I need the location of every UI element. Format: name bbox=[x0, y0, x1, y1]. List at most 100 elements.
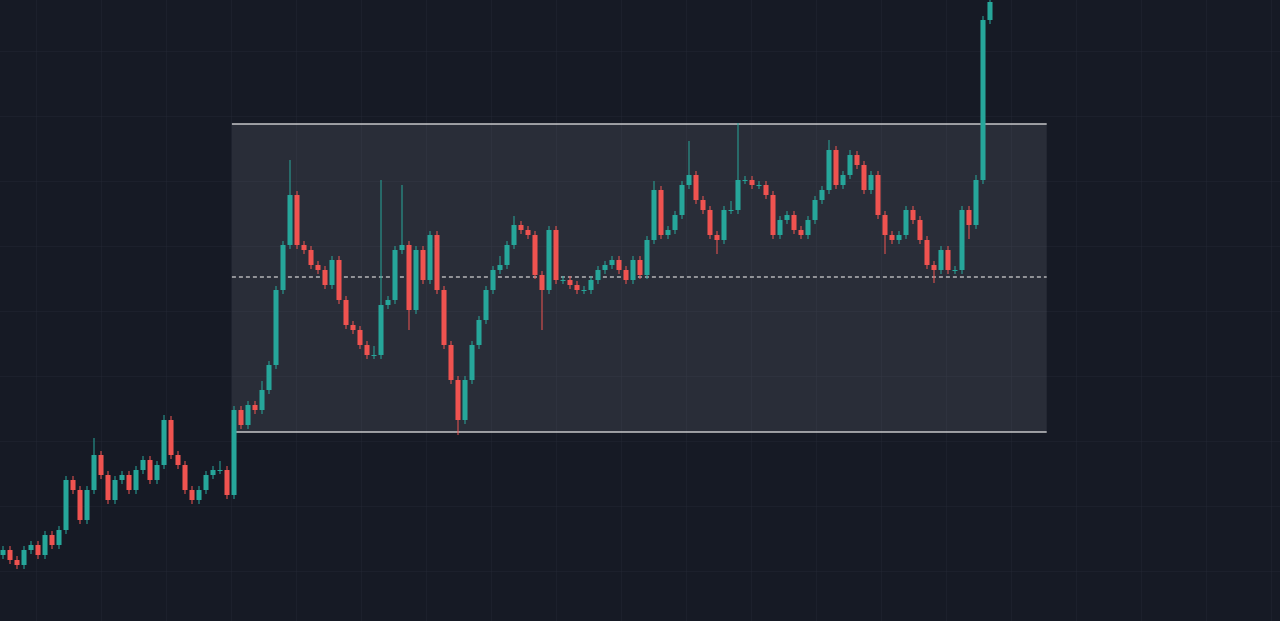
candle-body bbox=[210, 470, 216, 475]
candle-body bbox=[595, 270, 601, 280]
candle-body bbox=[294, 195, 300, 245]
candle-body bbox=[329, 260, 335, 285]
candle-body bbox=[721, 210, 727, 240]
candle-body bbox=[266, 365, 272, 390]
candle-body bbox=[686, 175, 692, 185]
candle-body bbox=[574, 285, 580, 290]
candle-body bbox=[532, 235, 538, 275]
candle-body bbox=[805, 220, 811, 235]
candle-body bbox=[259, 390, 265, 410]
candle-body bbox=[798, 230, 804, 235]
candle-body bbox=[735, 180, 741, 210]
candle-body bbox=[511, 225, 517, 245]
candle-body bbox=[987, 2, 993, 20]
candle-body bbox=[301, 245, 307, 250]
candle-body bbox=[56, 530, 62, 545]
candle-body bbox=[203, 475, 209, 490]
candle-body bbox=[77, 490, 83, 520]
candle-body bbox=[238, 410, 244, 425]
candle-body bbox=[546, 230, 552, 290]
candle-body bbox=[196, 490, 202, 500]
candle-body bbox=[826, 150, 832, 190]
candle-body bbox=[105, 475, 111, 500]
candle-body bbox=[154, 465, 160, 480]
candle-body bbox=[924, 240, 930, 265]
range-box bbox=[231, 124, 1047, 432]
candle-body bbox=[910, 210, 916, 220]
candle-body bbox=[490, 270, 496, 290]
candle-body bbox=[308, 250, 314, 265]
candle-body bbox=[588, 280, 594, 290]
candle-body bbox=[133, 470, 139, 490]
candle-body bbox=[637, 260, 643, 275]
candle-body bbox=[231, 410, 237, 495]
candle-body bbox=[28, 545, 34, 550]
candle-body bbox=[441, 290, 447, 345]
candle-body bbox=[182, 465, 188, 490]
candle-body bbox=[679, 185, 685, 215]
candle-body bbox=[448, 345, 454, 380]
candle-body bbox=[770, 195, 776, 235]
candle-body bbox=[84, 490, 90, 520]
candle-body bbox=[651, 190, 657, 240]
candle-body bbox=[280, 245, 286, 290]
candle-body bbox=[315, 265, 321, 270]
candle-body bbox=[791, 215, 797, 230]
candle-body bbox=[378, 305, 384, 355]
candle-body bbox=[497, 265, 503, 270]
candle-body bbox=[784, 215, 790, 220]
candle-body bbox=[812, 200, 818, 220]
candle-body bbox=[357, 330, 363, 345]
candle-body bbox=[350, 325, 356, 330]
candle-body bbox=[707, 210, 713, 235]
candle-body bbox=[175, 455, 181, 465]
candle-body bbox=[252, 405, 258, 410]
candle-body bbox=[630, 260, 636, 280]
candle-body bbox=[763, 185, 769, 195]
candle-body bbox=[973, 180, 979, 225]
candle-body bbox=[406, 245, 412, 310]
candle-body bbox=[343, 300, 349, 325]
candle-body bbox=[63, 480, 69, 530]
candle-body bbox=[476, 320, 482, 345]
candle-body bbox=[777, 220, 783, 235]
candle-body bbox=[518, 225, 524, 230]
candle-body bbox=[952, 270, 958, 271]
candle-body bbox=[385, 300, 391, 305]
candle-body bbox=[616, 260, 622, 270]
candle-body bbox=[903, 210, 909, 235]
candle-body bbox=[889, 235, 895, 240]
candle-body bbox=[819, 190, 825, 200]
candle-body bbox=[665, 230, 671, 235]
candle-body bbox=[917, 220, 923, 240]
candle-body bbox=[224, 470, 230, 495]
candle-body bbox=[756, 185, 762, 186]
candle-body bbox=[553, 230, 559, 280]
candle-body bbox=[49, 535, 55, 545]
candle-body bbox=[364, 345, 370, 355]
candle-body bbox=[399, 245, 405, 250]
candle-body bbox=[539, 275, 545, 290]
candle-body bbox=[868, 175, 874, 190]
candle-body bbox=[140, 460, 146, 470]
candle-body bbox=[882, 215, 888, 235]
candle-body bbox=[854, 155, 860, 165]
candle-body bbox=[861, 165, 867, 190]
candle-body bbox=[847, 155, 853, 175]
candle-body bbox=[840, 175, 846, 185]
candle-body bbox=[420, 250, 426, 280]
candle-body bbox=[931, 265, 937, 270]
candle-body bbox=[189, 490, 195, 500]
candle-body bbox=[567, 280, 573, 285]
candle-body bbox=[644, 240, 650, 275]
candle-body bbox=[875, 175, 881, 215]
candle-body bbox=[896, 235, 902, 240]
candle-body bbox=[623, 270, 629, 280]
candle-body bbox=[966, 210, 972, 225]
candle-body bbox=[413, 250, 419, 310]
candle-body bbox=[742, 180, 748, 181]
candle-body bbox=[945, 250, 951, 270]
